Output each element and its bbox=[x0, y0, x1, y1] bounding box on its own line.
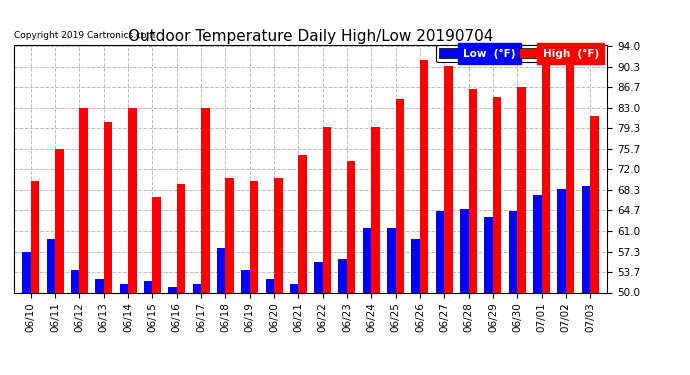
Bar bbox=[469, 89, 477, 292]
Bar bbox=[484, 217, 493, 292]
Bar bbox=[71, 270, 79, 292]
Bar bbox=[104, 122, 112, 292]
Bar bbox=[395, 99, 404, 292]
Bar bbox=[250, 180, 258, 292]
Bar bbox=[436, 211, 444, 292]
Bar bbox=[22, 252, 31, 292]
Bar bbox=[217, 248, 226, 292]
Bar bbox=[590, 116, 599, 292]
Bar bbox=[168, 287, 177, 292]
Bar bbox=[387, 228, 395, 292]
Bar bbox=[339, 259, 347, 292]
Bar bbox=[290, 284, 298, 292]
Bar bbox=[274, 178, 282, 292]
Bar bbox=[460, 209, 469, 292]
Bar bbox=[566, 46, 574, 292]
Bar bbox=[144, 281, 152, 292]
Bar bbox=[47, 239, 55, 292]
Bar bbox=[119, 284, 128, 292]
Bar bbox=[347, 161, 355, 292]
Bar bbox=[363, 228, 371, 292]
Bar bbox=[152, 197, 161, 292]
Bar bbox=[493, 96, 502, 292]
Bar bbox=[266, 279, 274, 292]
Bar bbox=[79, 108, 88, 292]
Bar bbox=[371, 128, 380, 292]
Bar bbox=[241, 270, 250, 292]
Bar bbox=[55, 148, 63, 292]
Bar bbox=[444, 66, 453, 292]
Title: Outdoor Temperature Daily High/Low 20190704: Outdoor Temperature Daily High/Low 20190… bbox=[128, 29, 493, 44]
Bar bbox=[177, 184, 185, 292]
Bar bbox=[314, 262, 323, 292]
Text: Copyright 2019 Cartronics.com: Copyright 2019 Cartronics.com bbox=[14, 31, 155, 40]
Bar bbox=[411, 239, 420, 292]
Bar bbox=[323, 128, 331, 292]
Bar bbox=[420, 60, 428, 292]
Bar bbox=[193, 284, 201, 292]
Bar bbox=[582, 186, 590, 292]
Bar bbox=[518, 87, 526, 292]
Legend: Low  (°F), High  (°F): Low (°F), High (°F) bbox=[436, 45, 602, 62]
Bar bbox=[533, 195, 542, 292]
Bar bbox=[558, 189, 566, 292]
Bar bbox=[509, 211, 518, 292]
Bar bbox=[226, 178, 234, 292]
Bar bbox=[542, 60, 550, 292]
Bar bbox=[128, 108, 137, 292]
Bar bbox=[95, 279, 104, 292]
Bar bbox=[201, 108, 210, 292]
Bar bbox=[31, 180, 39, 292]
Bar bbox=[298, 155, 307, 292]
